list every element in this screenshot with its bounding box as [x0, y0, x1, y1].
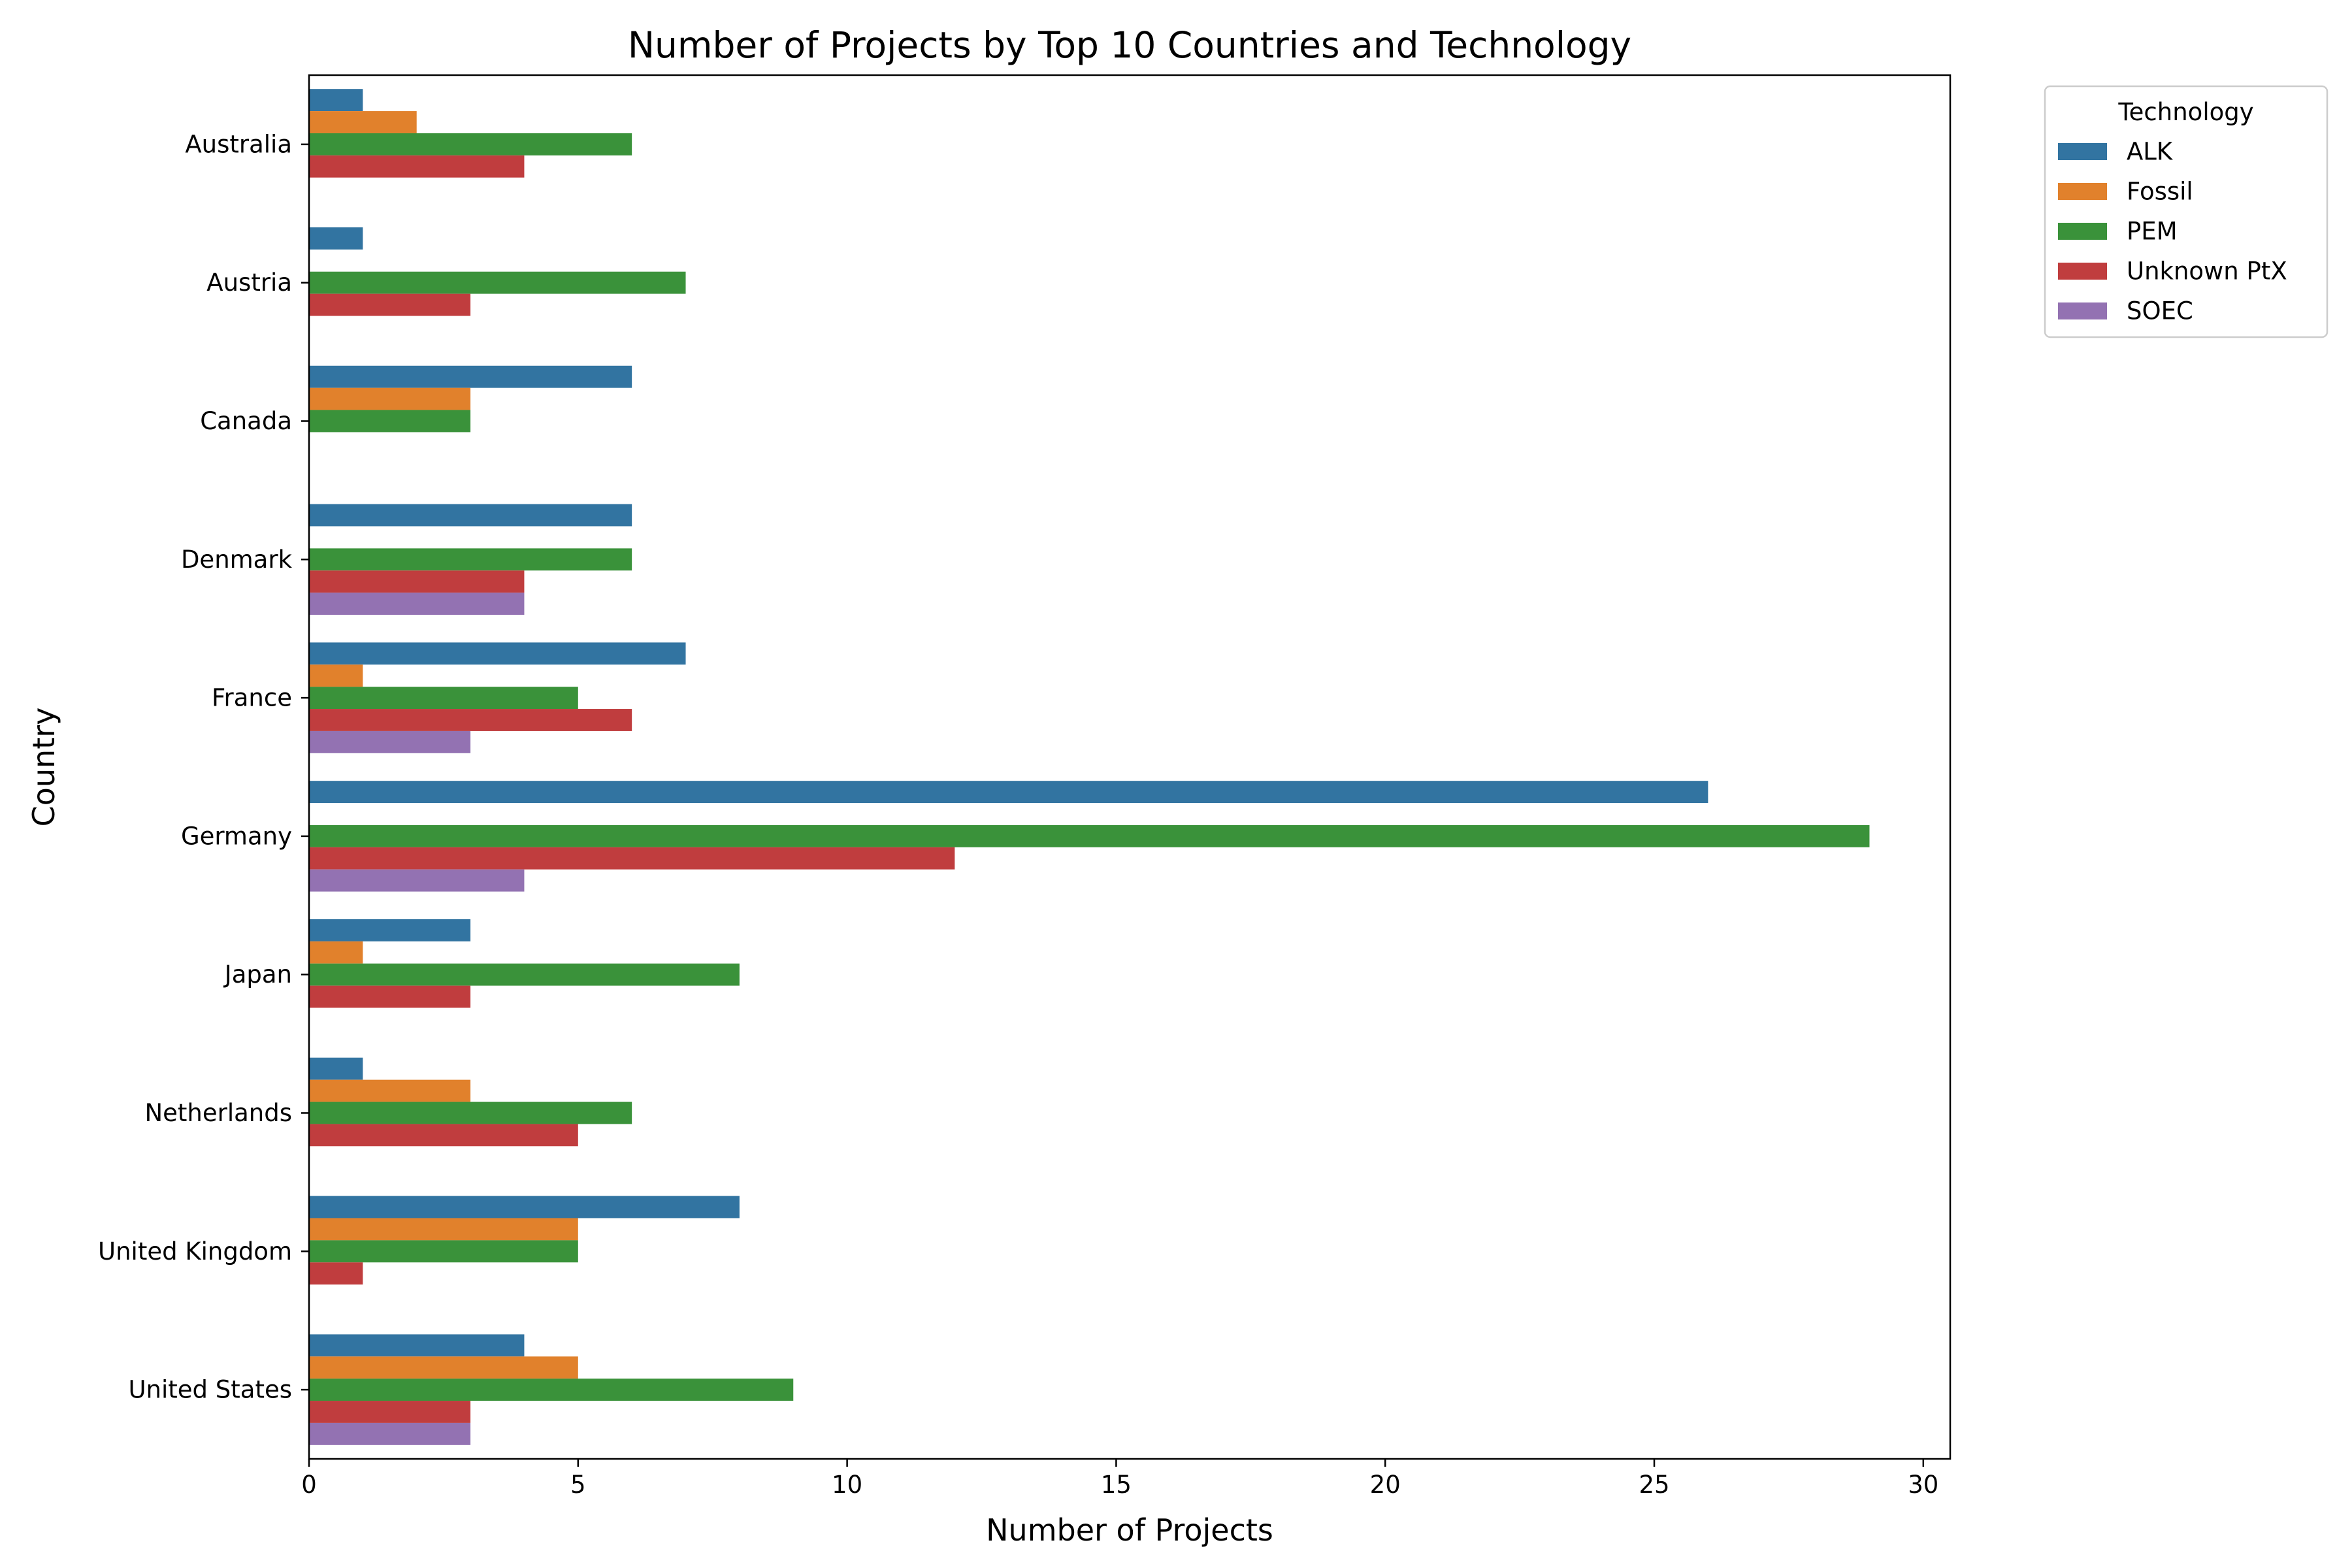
bar-japan-fossil: [309, 941, 363, 964]
legend: Technology ALK Fossil PEM Unknown PtX SOEC: [2044, 85, 2328, 338]
bar-germany-soec: [309, 869, 525, 892]
bar-austria-alk: [309, 227, 363, 250]
chart-title: Number of Projects by Top 10 Countries a…: [628, 24, 1631, 66]
bar-united-kingdom-fossil: [309, 1218, 578, 1241]
y-tick-label: Canada: [200, 407, 292, 435]
bar-denmark-pem: [309, 548, 632, 571]
bar-united-states-soec: [309, 1422, 471, 1445]
legend-swatch-unknown-ptx: [2058, 263, 2107, 280]
legend-label-soec: SOEC: [2127, 297, 2193, 325]
legend-label-fossil: Fossil: [2127, 178, 2193, 206]
legend-swatch-alk: [2058, 143, 2107, 160]
legend-title: Technology: [2117, 98, 2253, 126]
bar-netherlands-alk: [309, 1057, 363, 1080]
x-tick-label: 25: [1639, 1471, 1669, 1499]
bar-australia-pem: [309, 133, 632, 155]
bar-denmark-alk: [309, 504, 632, 527]
y-tick-label: Germany: [181, 822, 292, 850]
bar-australia-fossil: [309, 111, 417, 133]
bar-united-states-unknown-ptx: [309, 1401, 471, 1423]
legend-swatch-fossil: [2058, 183, 2107, 200]
bar-austria-pem: [309, 271, 686, 294]
bar-united-states-pem: [309, 1379, 794, 1401]
legend-label-unknown-ptx: Unknown PtX: [2127, 257, 2287, 286]
y-axis: Australia Austria Canada Denmark France Germa…: [98, 130, 309, 1404]
plot-frame: [308, 74, 1952, 1460]
y-tick-label: Netherlands: [144, 1099, 292, 1127]
bar-denmark-unknown-ptx: [309, 570, 525, 593]
bar-united-states-alk: [309, 1334, 525, 1357]
x-tick-label: 0: [301, 1471, 317, 1499]
bar-canada-fossil: [309, 387, 471, 410]
y-tick-label: Austria: [206, 269, 292, 297]
x-tick-label: 10: [832, 1471, 862, 1499]
legend-box: [2044, 85, 2328, 338]
y-tick-label: Australia: [185, 130, 292, 158]
x-tick-label: 15: [1101, 1471, 1132, 1499]
y-axis-title: Country: [26, 708, 61, 827]
y-tick-label: Denmark: [181, 546, 293, 574]
legend-label-pem: PEM: [2127, 218, 2178, 246]
bar-united-kingdom-alk: [309, 1196, 740, 1218]
y-tick-label: United States: [128, 1376, 292, 1404]
bar-netherlands-pem: [309, 1102, 632, 1124]
x-tick-label: 5: [570, 1471, 586, 1499]
bar-germany-unknown-ptx: [309, 847, 955, 870]
y-tick-label: France: [212, 684, 292, 712]
y-tick-label: United Kingdom: [98, 1237, 292, 1266]
bar-australia-alk: [309, 89, 363, 112]
bars-group: [309, 89, 1870, 1445]
y-tick-label: Japan: [223, 960, 292, 988]
bar-japan-unknown-ptx: [309, 985, 471, 1008]
bar-austria-unknown-ptx: [309, 293, 471, 316]
bar-france-soec: [309, 730, 471, 753]
x-axis-title: Number of Projects: [986, 1512, 1273, 1548]
bar-australia-unknown-ptx: [309, 155, 525, 178]
bar-united-kingdom-pem: [309, 1240, 578, 1263]
x-tick-label: 20: [1370, 1471, 1401, 1499]
bar-denmark-soec: [309, 593, 525, 615]
bar-germany-pem: [309, 825, 1870, 847]
bar-germany-alk: [309, 781, 1708, 804]
x-axis: 0 5 10 15 20 25 30: [301, 1459, 1938, 1499]
bar-canada-pem: [309, 410, 471, 433]
x-tick-label: 30: [1908, 1471, 1938, 1499]
legend-label-alk: ALK: [2127, 138, 2174, 166]
bar-netherlands-unknown-ptx: [309, 1124, 578, 1147]
bar-japan-pem: [309, 963, 740, 986]
bar-canada-alk: [309, 365, 632, 388]
bar-united-kingdom-unknown-ptx: [309, 1262, 363, 1285]
bar-france-fossil: [309, 664, 363, 687]
bar-netherlands-fossil: [309, 1079, 471, 1102]
bar-united-states-fossil: [309, 1356, 578, 1379]
bar-france-alk: [309, 642, 686, 665]
bar-france-pem: [309, 687, 578, 710]
bar-france-unknown-ptx: [309, 709, 632, 731]
bar-japan-alk: [309, 919, 471, 941]
legend-swatch-pem: [2058, 223, 2107, 240]
legend-swatch-soec: [2058, 302, 2107, 319]
